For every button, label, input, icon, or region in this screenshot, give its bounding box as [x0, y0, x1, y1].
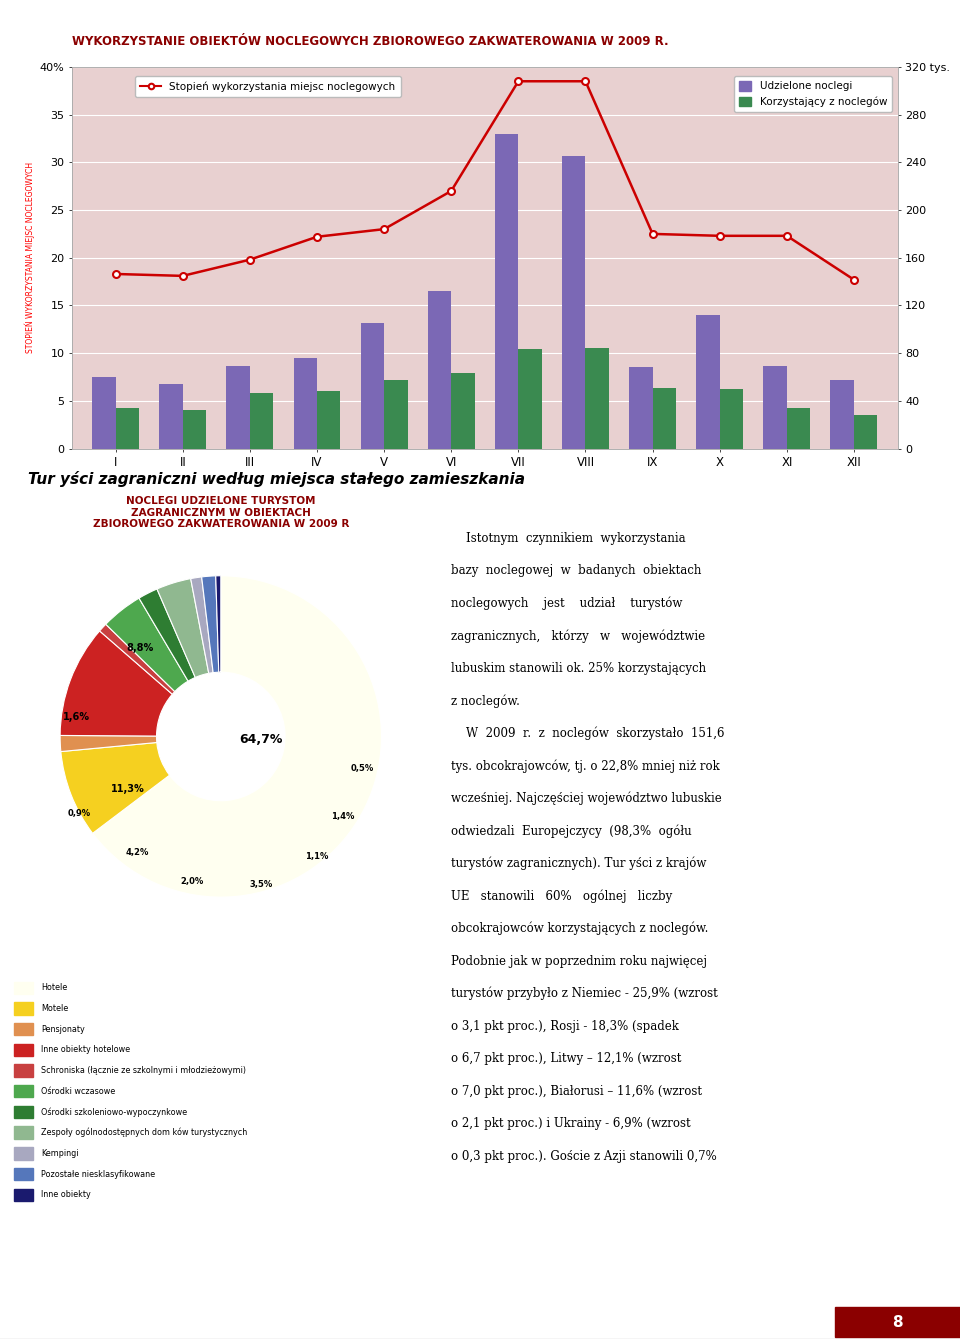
Text: Inne obiekty: Inne obiekty	[41, 1190, 91, 1200]
Text: o 0,3 pkt proc.). Goście z Azji stanowili 0,7%: o 0,3 pkt proc.). Goście z Azji stanowil…	[451, 1150, 717, 1162]
Text: 8: 8	[892, 1315, 903, 1330]
Bar	[720, 390, 743, 449]
Bar	[13, 1189, 33, 1201]
Text: 11,3%: 11,3%	[110, 785, 145, 794]
Bar	[451, 374, 475, 449]
Text: Podobnie jak w poprzednim roku najwięcej: Podobnie jak w poprzednim roku najwięcej	[451, 955, 708, 968]
Bar	[13, 1003, 33, 1015]
Wedge shape	[157, 578, 208, 678]
Text: z noclegów.: z noclegów.	[451, 695, 520, 708]
Text: bazy  noclegowej  w  badanych  obiektach: bazy noclegowej w badanych obiektach	[451, 565, 702, 577]
Wedge shape	[60, 735, 156, 751]
Text: zagranicznych,   którzy   w   województwie: zagranicznych, którzy w województwie	[451, 629, 706, 643]
Text: Pensjonaty: Pensjonaty	[41, 1024, 85, 1034]
Text: 0,9%: 0,9%	[68, 809, 91, 818]
Bar	[13, 1148, 33, 1160]
Wedge shape	[60, 743, 170, 833]
Bar	[562, 155, 586, 449]
Text: UE   stanowili   60%   ogólnej   liczby: UE stanowili 60% ogólnej liczby	[451, 889, 672, 902]
Y-axis label: STOPIEŃ WYKORZYSTANIA MIEJSC NOCLEGOWYCH: STOPIEŃ WYKORZYSTANIA MIEJSC NOCLEGOWYCH	[25, 162, 36, 353]
Text: 4,2%: 4,2%	[126, 848, 149, 857]
Bar	[250, 394, 274, 449]
Text: 1,4%: 1,4%	[331, 813, 354, 821]
Text: W  2009  r.  z  noclegów  skorzystało  151,6: W 2009 r. z noclegów skorzystało 151,6	[451, 727, 725, 740]
Bar	[159, 384, 182, 449]
Bar	[13, 1023, 33, 1035]
Text: obcokrajowców korzystających z noclegów.: obcokrajowców korzystających z noclegów.	[451, 923, 708, 936]
Text: 2,0%: 2,0%	[180, 877, 204, 885]
Text: turystów przybyło z Niemiec - 25,9% (wzrost: turystów przybyło z Niemiec - 25,9% (wzr…	[451, 987, 718, 1000]
Text: Ośrodki szkoleniowo-wypoczynkowe: Ośrodki szkoleniowo-wypoczynkowe	[41, 1107, 187, 1117]
Title: NOCLEGI UDZIELONE TURYSTOM
ZAGRANICZNYM W OBIEKTACH
ZBIOROWEGO ZAKWATEROWANIA W : NOCLEGI UDZIELONE TURYSTOM ZAGRANICZNYM …	[92, 495, 349, 529]
Bar	[227, 366, 250, 449]
Text: noclegowych    jest    udział    turystów: noclegowych jest udział turystów	[451, 597, 683, 611]
Text: o 7,0 pkt proc.), Białorusi – 11,6% (wzrost: o 7,0 pkt proc.), Białorusi – 11,6% (wzr…	[451, 1085, 702, 1098]
Bar	[294, 358, 317, 449]
Text: 1,1%: 1,1%	[305, 853, 329, 861]
Text: Motele: Motele	[41, 1004, 68, 1014]
Text: 64,7%: 64,7%	[239, 734, 282, 746]
Text: turystów zagranicznych). Tur yści z krajów: turystów zagranicznych). Tur yści z kraj…	[451, 857, 707, 870]
Bar	[13, 1106, 33, 1118]
Text: tys. obcokrajowców, tj. o 22,8% mniej niż rok: tys. obcokrajowców, tj. o 22,8% mniej ni…	[451, 759, 720, 773]
Text: odwiedzali  Europejczycy  (98,3%  ogółu: odwiedzali Europejczycy (98,3% ogółu	[451, 825, 692, 838]
Text: WYKORZYSTANIE OBIEKTÓW NOCLEGOWYCH ZBIOROWEGO ZAKWATEROWANIA W 2009 R.: WYKORZYSTANIE OBIEKTÓW NOCLEGOWYCH ZBIOR…	[72, 35, 668, 48]
Text: 3,5%: 3,5%	[250, 880, 273, 889]
Text: Ośrodki wczasowe: Ośrodki wczasowe	[41, 1087, 115, 1095]
Bar	[317, 391, 341, 449]
Text: Inne obiekty hotelowe: Inne obiekty hotelowe	[41, 1046, 131, 1054]
Bar	[629, 367, 653, 449]
Text: Tur yści zagraniczni według miejsca stałego zamieszkania: Tur yści zagraniczni według miejsca stał…	[29, 471, 525, 487]
Bar	[428, 291, 451, 449]
Bar	[586, 348, 609, 449]
Bar	[182, 410, 206, 449]
Bar	[830, 380, 854, 449]
Bar	[384, 380, 408, 449]
Bar	[494, 134, 518, 449]
Text: Kempingi: Kempingi	[41, 1149, 79, 1158]
Text: o 2,1 pkt proc.) i Ukrainy - 6,9% (wzrost: o 2,1 pkt proc.) i Ukrainy - 6,9% (wzros…	[451, 1117, 691, 1130]
Wedge shape	[60, 631, 173, 736]
Bar	[13, 1043, 33, 1056]
Bar	[13, 981, 33, 994]
Text: 0,5%: 0,5%	[350, 765, 373, 773]
Wedge shape	[92, 576, 381, 897]
Bar	[653, 388, 676, 449]
Text: Hotele: Hotele	[41, 983, 67, 992]
Bar	[92, 378, 115, 449]
Wedge shape	[202, 576, 219, 672]
Text: Zespoły ogólnodostępnych dom ków turystycznych: Zespoły ogólnodostępnych dom ków turysty…	[41, 1127, 248, 1137]
Bar	[361, 323, 384, 449]
Text: 1,6%: 1,6%	[62, 712, 89, 722]
Text: o 3,1 pkt proc.), Rosji - 18,3% (spadek: o 3,1 pkt proc.), Rosji - 18,3% (spadek	[451, 1020, 679, 1032]
Bar	[13, 1085, 33, 1098]
Text: Schroniska (łącznie ze szkolnymi i młodzieżowymi): Schroniska (łącznie ze szkolnymi i młodz…	[41, 1066, 247, 1075]
Bar	[854, 415, 877, 449]
Bar	[696, 315, 720, 449]
Wedge shape	[191, 577, 213, 674]
Bar	[787, 408, 810, 449]
Bar	[13, 1168, 33, 1180]
Wedge shape	[216, 576, 221, 672]
Bar	[763, 366, 787, 449]
Bar	[13, 1065, 33, 1077]
Text: 8,8%: 8,8%	[127, 643, 155, 653]
Text: o 6,7 pkt proc.), Litwy – 12,1% (wzrost: o 6,7 pkt proc.), Litwy – 12,1% (wzrost	[451, 1052, 682, 1066]
Legend: Udzielone noclegi, Korzystający z noclegów: Udzielone noclegi, Korzystający z nocleg…	[733, 76, 893, 112]
Text: lubuskim stanowili ok. 25% korzystających: lubuskim stanowili ok. 25% korzystającyc…	[451, 661, 707, 675]
Bar	[835, 1307, 960, 1338]
Text: Pozostałe niesklasyfikowane: Pozostałe niesklasyfikowane	[41, 1169, 156, 1178]
Bar	[518, 349, 541, 449]
Wedge shape	[100, 624, 175, 694]
Text: Istotnym  czynnikiem  wykorzystania: Istotnym czynnikiem wykorzystania	[451, 532, 685, 545]
Bar	[115, 408, 139, 449]
Bar	[13, 1126, 33, 1139]
Wedge shape	[139, 589, 195, 682]
Text: wcześniej. Najczęściej województwo lubuskie: wcześniej. Najczęściej województwo lubus…	[451, 791, 722, 805]
Wedge shape	[106, 599, 188, 691]
